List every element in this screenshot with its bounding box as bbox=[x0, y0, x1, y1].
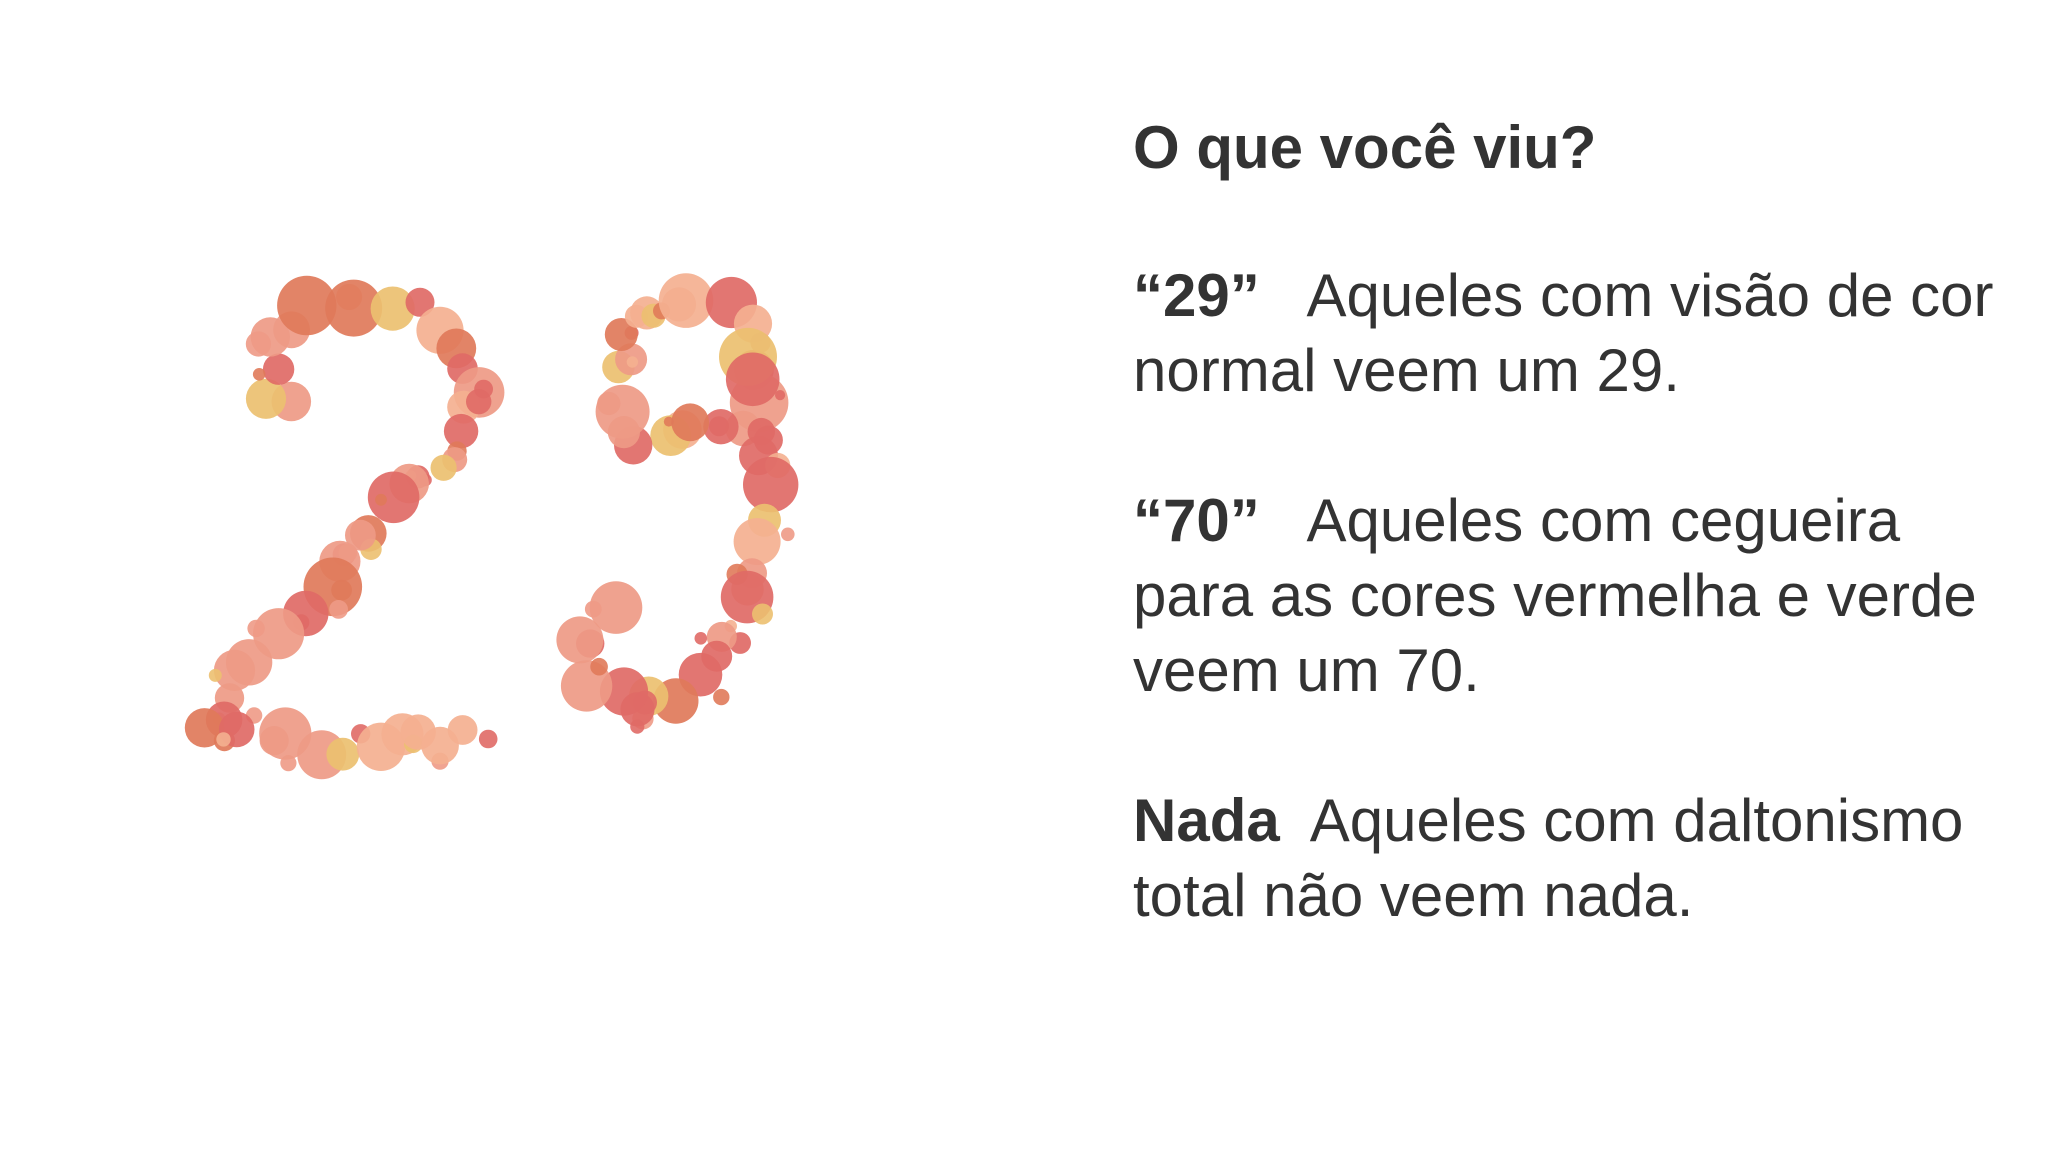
color-dot-plate-image bbox=[184, 273, 799, 780]
plate-dot bbox=[245, 378, 287, 419]
plate-dot bbox=[252, 368, 266, 381]
plate-dot bbox=[405, 287, 435, 317]
plate-dot bbox=[245, 331, 271, 357]
plate-dot bbox=[781, 527, 795, 542]
plate-dot bbox=[752, 603, 773, 625]
plate-dot bbox=[743, 456, 799, 513]
plate-dot bbox=[590, 657, 608, 676]
plate-dot bbox=[375, 493, 387, 506]
plate-dot bbox=[277, 275, 337, 336]
answer-panel: O que você viu? “29” Aqueles com visão d… bbox=[1133, 108, 2033, 1008]
answer-description: Aqueles com daltonismo total não veem na… bbox=[1133, 787, 1964, 929]
plate-dot bbox=[658, 273, 714, 328]
plate-dot bbox=[466, 389, 492, 415]
plate-dot bbox=[430, 454, 457, 481]
plate-dot bbox=[443, 413, 479, 449]
plate-dot bbox=[599, 667, 649, 716]
plate-dot bbox=[326, 737, 360, 771]
plate-dot bbox=[630, 719, 645, 734]
plate-dot bbox=[345, 519, 376, 551]
answer-red-green-blindness: “70” Aqueles com cegueira para as cores … bbox=[1133, 483, 2033, 708]
plate-dot bbox=[325, 279, 383, 337]
plate-dot bbox=[725, 352, 780, 407]
plate-dot bbox=[604, 318, 638, 351]
plate-dot bbox=[709, 416, 729, 437]
plate-dot bbox=[329, 600, 348, 619]
plate-dot bbox=[213, 649, 256, 691]
answer-key: “70” bbox=[1133, 487, 1260, 554]
answer-total-color-blindness: Nada Aqueles com daltonismo total não ve… bbox=[1133, 783, 2033, 933]
question-heading: O que você viu? bbox=[1133, 114, 1597, 181]
plate-dot bbox=[626, 356, 639, 368]
plate-dot bbox=[663, 416, 674, 427]
plate-dot bbox=[775, 390, 786, 401]
plate-dot bbox=[733, 518, 781, 566]
answer-key: Nada bbox=[1133, 787, 1280, 854]
plate-dot bbox=[584, 600, 602, 618]
plate-dot bbox=[247, 619, 265, 638]
plate-dot bbox=[216, 732, 231, 747]
plate-dot bbox=[478, 729, 498, 749]
plate-dot bbox=[556, 616, 604, 664]
plate-dot bbox=[208, 668, 222, 682]
plate-dot bbox=[671, 403, 710, 442]
plate-dot bbox=[589, 581, 643, 634]
plate-dot bbox=[447, 715, 478, 745]
plate-dot bbox=[713, 688, 730, 706]
plate-dot bbox=[595, 384, 650, 439]
ishihara-plate bbox=[150, 240, 1030, 920]
answer-description: Aqueles com cegueira para as cores verme… bbox=[1133, 487, 1977, 704]
answer-normal-vision: “29” Aqueles com visão de cor normal vee… bbox=[1133, 258, 2033, 408]
plate-dot bbox=[262, 353, 295, 385]
answer-description: Aqueles com visão de cor normal veem um … bbox=[1133, 262, 1994, 404]
plate-dot bbox=[259, 707, 312, 760]
plate-dot bbox=[370, 286, 415, 331]
plate-dot bbox=[367, 471, 420, 524]
answer-key: “29” bbox=[1133, 262, 1260, 329]
plate-dot bbox=[694, 632, 708, 645]
